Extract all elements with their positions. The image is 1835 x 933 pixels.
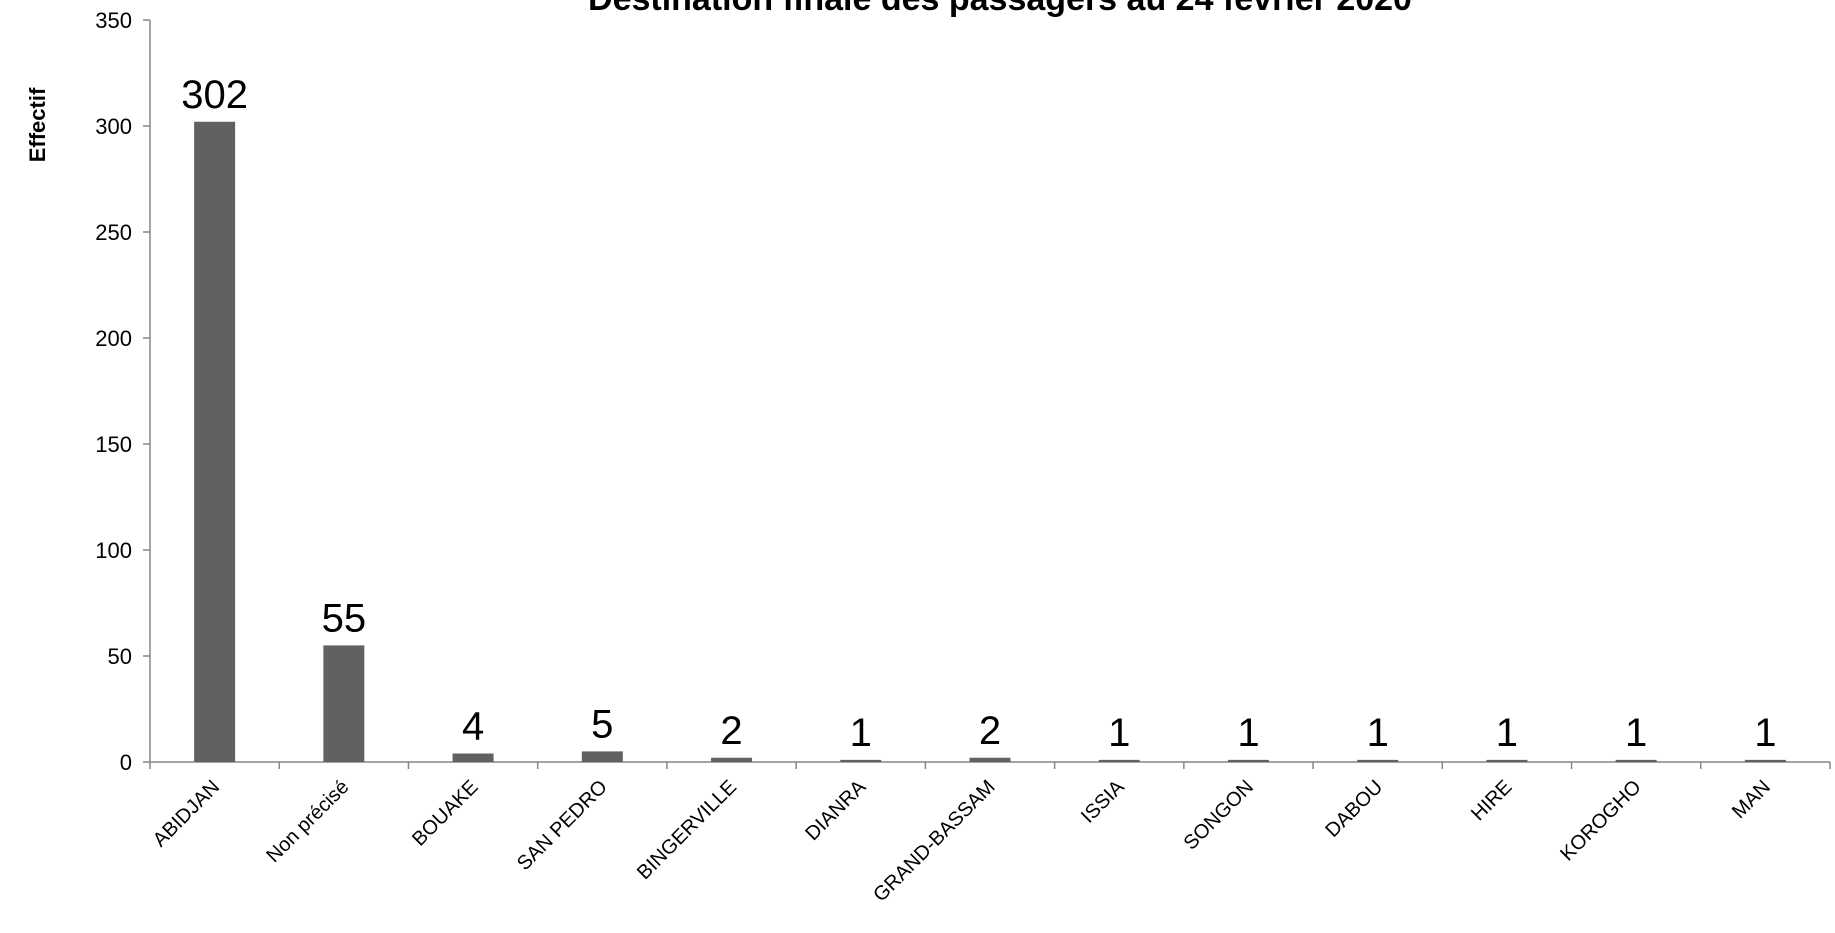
data-label: 2: [720, 709, 742, 753]
bar: [969, 757, 1011, 762]
category-label: KOROGHO: [1556, 776, 1645, 865]
y-tick-label: 0: [120, 750, 132, 775]
bar: [1357, 759, 1399, 762]
category-label: ISSIA: [1077, 776, 1129, 828]
data-label: 1: [1367, 711, 1389, 755]
y-tick-label: 150: [95, 432, 132, 457]
y-tick-label: 100: [95, 538, 132, 563]
bar: [323, 645, 365, 762]
data-label: 2: [979, 709, 1001, 753]
data-label: 5: [591, 702, 613, 746]
bar: [1227, 759, 1269, 762]
category-label: MAN: [1728, 776, 1775, 823]
y-tick-label: 250: [95, 220, 132, 245]
y-tick-label: 350: [95, 8, 132, 33]
bars: [194, 121, 1786, 762]
data-label: 302: [181, 73, 248, 117]
bar: [1098, 759, 1140, 762]
category-label: Non précisé: [262, 776, 353, 867]
data-label: 55: [322, 596, 367, 640]
bar: [1744, 759, 1786, 762]
data-label: 1: [1625, 711, 1647, 755]
y-axis-label: Effectif: [25, 87, 50, 162]
category-labels: ABIDJAN Non précisé BOUAKE SAN PEDRO BINGERV…: [149, 776, 1775, 907]
category-label: DIANRA: [801, 776, 870, 845]
bar: [194, 121, 236, 762]
axes: 0 50 100 150 200 250 300 350: [95, 8, 1831, 775]
data-label: 1: [1237, 711, 1259, 755]
y-tick-label: 50: [108, 644, 132, 669]
data-labels: 302 55 4 5 2 1 2 1 1 1 1 1 1: [181, 73, 1776, 755]
category-label: GRAND-BASSAM: [869, 776, 999, 906]
data-label: 1: [850, 711, 872, 755]
chart-title: Destination finale des passagers au 24 f…: [588, 0, 1412, 18]
category-label: SAN PEDRO: [513, 776, 612, 875]
bar: [1615, 759, 1657, 762]
category-label: SONGON: [1180, 776, 1258, 854]
bar: [840, 759, 882, 762]
y-tick-label: 200: [95, 326, 132, 351]
y-tick-label: 300: [95, 114, 132, 139]
data-label: 1: [1108, 711, 1130, 755]
category-label: DABOU: [1321, 776, 1387, 842]
data-label: 1: [1496, 711, 1518, 755]
bar: [581, 751, 623, 762]
bar: [452, 753, 494, 762]
bar: [1486, 759, 1528, 762]
category-label: ABIDJAN: [149, 776, 224, 851]
category-label: HIRE: [1467, 776, 1516, 825]
bar: [711, 757, 753, 762]
category-label: BOUAKE: [408, 776, 483, 851]
data-label: 4: [462, 705, 484, 749]
data-label: 1: [1754, 711, 1776, 755]
category-label: BINGERVILLE: [633, 776, 741, 884]
